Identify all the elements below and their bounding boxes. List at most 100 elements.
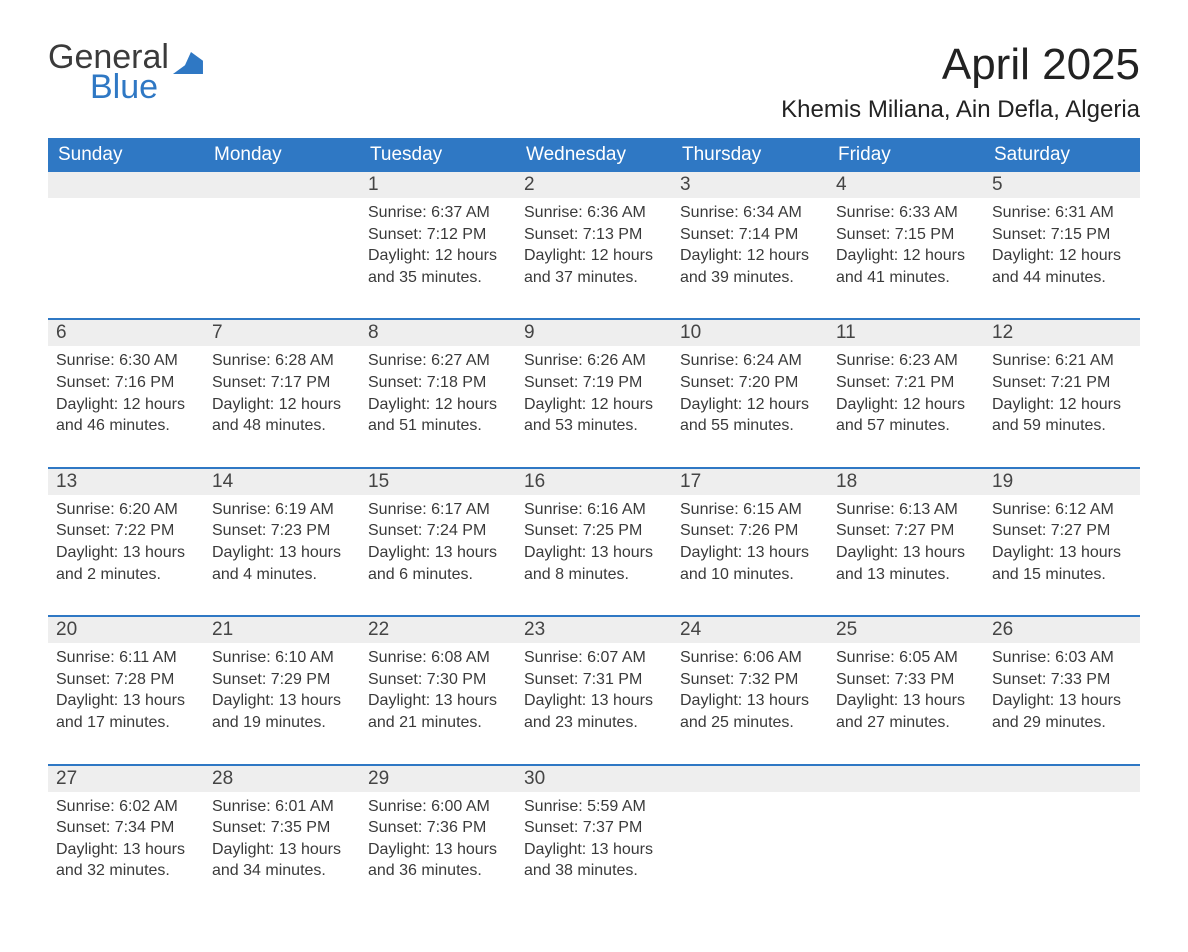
day-content-cell: Sunrise: 6:19 AMSunset: 7:23 PMDaylight:… bbox=[204, 495, 360, 616]
sunset-text: Sunset: 7:29 PM bbox=[212, 669, 352, 691]
daylight-text: Daylight: 12 hours and 37 minutes. bbox=[524, 245, 664, 288]
sunset-text: Sunset: 7:31 PM bbox=[524, 669, 664, 691]
daylight-text: Daylight: 12 hours and 51 minutes. bbox=[368, 394, 508, 437]
day-content-cell bbox=[984, 792, 1140, 912]
sunset-text: Sunset: 7:15 PM bbox=[836, 224, 976, 246]
day-content-cell: Sunrise: 6:26 AMSunset: 7:19 PMDaylight:… bbox=[516, 346, 672, 467]
day-content-cell: Sunrise: 6:13 AMSunset: 7:27 PMDaylight:… bbox=[828, 495, 984, 616]
day-content-cell bbox=[828, 792, 984, 912]
day-content-cell: Sunrise: 5:59 AMSunset: 7:37 PMDaylight:… bbox=[516, 792, 672, 912]
sunset-text: Sunset: 7:14 PM bbox=[680, 224, 820, 246]
daylight-text: Daylight: 13 hours and 10 minutes. bbox=[680, 542, 820, 585]
daylight-text: Daylight: 13 hours and 34 minutes. bbox=[212, 839, 352, 882]
day-content-cell: Sunrise: 6:17 AMSunset: 7:24 PMDaylight:… bbox=[360, 495, 516, 616]
day-number-cell: 21 bbox=[204, 616, 360, 643]
page-header: General Blue April 2025 Khemis Miliana, … bbox=[48, 40, 1140, 124]
day-number-cell: 18 bbox=[828, 468, 984, 495]
day-content-cell: Sunrise: 6:02 AMSunset: 7:34 PMDaylight:… bbox=[48, 792, 204, 912]
sunrise-text: Sunrise: 6:00 AM bbox=[368, 796, 508, 818]
day-number-cell: 3 bbox=[672, 172, 828, 198]
day-number-cell: 28 bbox=[204, 765, 360, 792]
sunset-text: Sunset: 7:12 PM bbox=[368, 224, 508, 246]
sunrise-text: Sunrise: 6:23 AM bbox=[836, 350, 976, 372]
daylight-text: Daylight: 13 hours and 2 minutes. bbox=[56, 542, 196, 585]
daylight-text: Daylight: 13 hours and 23 minutes. bbox=[524, 690, 664, 733]
sunrise-text: Sunrise: 6:15 AM bbox=[680, 499, 820, 521]
day-number-cell: 8 bbox=[360, 319, 516, 346]
day-content-cell: Sunrise: 6:33 AMSunset: 7:15 PMDaylight:… bbox=[828, 198, 984, 319]
calendar-body: 12345Sunrise: 6:37 AMSunset: 7:12 PMDayl… bbox=[48, 172, 1140, 912]
weekday-header: Tuesday bbox=[360, 138, 516, 172]
day-number-cell: 17 bbox=[672, 468, 828, 495]
day-number-cell: 26 bbox=[984, 616, 1140, 643]
sunset-text: Sunset: 7:13 PM bbox=[524, 224, 664, 246]
day-content-cell: Sunrise: 6:08 AMSunset: 7:30 PMDaylight:… bbox=[360, 643, 516, 764]
day-content-cell: Sunrise: 6:10 AMSunset: 7:29 PMDaylight:… bbox=[204, 643, 360, 764]
daynum-row: 20212223242526 bbox=[48, 616, 1140, 643]
sunrise-text: Sunrise: 6:37 AM bbox=[368, 202, 508, 224]
sunset-text: Sunset: 7:20 PM bbox=[680, 372, 820, 394]
sunrise-text: Sunrise: 6:05 AM bbox=[836, 647, 976, 669]
day-content-cell: Sunrise: 6:12 AMSunset: 7:27 PMDaylight:… bbox=[984, 495, 1140, 616]
day-content-cell bbox=[48, 198, 204, 319]
weekday-header-row: Sunday Monday Tuesday Wednesday Thursday… bbox=[48, 138, 1140, 172]
daylight-text: Daylight: 12 hours and 39 minutes. bbox=[680, 245, 820, 288]
day-number-cell: 12 bbox=[984, 319, 1140, 346]
sunrise-text: Sunrise: 6:07 AM bbox=[524, 647, 664, 669]
sunrise-text: Sunrise: 6:33 AM bbox=[836, 202, 976, 224]
sunrise-text: Sunrise: 6:13 AM bbox=[836, 499, 976, 521]
weekday-header: Thursday bbox=[672, 138, 828, 172]
daylight-text: Daylight: 13 hours and 13 minutes. bbox=[836, 542, 976, 585]
day-content-cell: Sunrise: 6:31 AMSunset: 7:15 PMDaylight:… bbox=[984, 198, 1140, 319]
logo-text-2: Blue bbox=[90, 70, 203, 104]
day-number-cell: 22 bbox=[360, 616, 516, 643]
sunset-text: Sunset: 7:16 PM bbox=[56, 372, 196, 394]
day-content-cell: Sunrise: 6:11 AMSunset: 7:28 PMDaylight:… bbox=[48, 643, 204, 764]
day-number-cell: 4 bbox=[828, 172, 984, 198]
day-number-cell bbox=[672, 765, 828, 792]
daynum-row: 6789101112 bbox=[48, 319, 1140, 346]
sunrise-text: Sunrise: 6:06 AM bbox=[680, 647, 820, 669]
day-number-cell bbox=[204, 172, 360, 198]
day-number-cell: 24 bbox=[672, 616, 828, 643]
day-content-row: Sunrise: 6:20 AMSunset: 7:22 PMDaylight:… bbox=[48, 495, 1140, 616]
day-content-cell: Sunrise: 6:06 AMSunset: 7:32 PMDaylight:… bbox=[672, 643, 828, 764]
weekday-header: Saturday bbox=[984, 138, 1140, 172]
sunrise-text: Sunrise: 6:16 AM bbox=[524, 499, 664, 521]
daylight-text: Daylight: 13 hours and 36 minutes. bbox=[368, 839, 508, 882]
day-content-cell bbox=[204, 198, 360, 319]
daylight-text: Daylight: 12 hours and 35 minutes. bbox=[368, 245, 508, 288]
day-content-cell: Sunrise: 6:28 AMSunset: 7:17 PMDaylight:… bbox=[204, 346, 360, 467]
day-number-cell: 9 bbox=[516, 319, 672, 346]
daylight-text: Daylight: 12 hours and 44 minutes. bbox=[992, 245, 1132, 288]
day-number-cell bbox=[48, 172, 204, 198]
weekday-header: Friday bbox=[828, 138, 984, 172]
sunrise-text: Sunrise: 5:59 AM bbox=[524, 796, 664, 818]
sunset-text: Sunset: 7:18 PM bbox=[368, 372, 508, 394]
sunrise-text: Sunrise: 6:01 AM bbox=[212, 796, 352, 818]
day-content-cell bbox=[672, 792, 828, 912]
daylight-text: Daylight: 13 hours and 17 minutes. bbox=[56, 690, 196, 733]
logo: General Blue bbox=[48, 40, 203, 104]
sunset-text: Sunset: 7:22 PM bbox=[56, 520, 196, 542]
sunset-text: Sunset: 7:28 PM bbox=[56, 669, 196, 691]
daylight-text: Daylight: 12 hours and 41 minutes. bbox=[836, 245, 976, 288]
daylight-text: Daylight: 12 hours and 48 minutes. bbox=[212, 394, 352, 437]
sunset-text: Sunset: 7:15 PM bbox=[992, 224, 1132, 246]
sunrise-text: Sunrise: 6:08 AM bbox=[368, 647, 508, 669]
weekday-header: Sunday bbox=[48, 138, 204, 172]
daylight-text: Daylight: 13 hours and 27 minutes. bbox=[836, 690, 976, 733]
daylight-text: Daylight: 13 hours and 29 minutes. bbox=[992, 690, 1132, 733]
sunrise-text: Sunrise: 6:11 AM bbox=[56, 647, 196, 669]
day-number-cell: 1 bbox=[360, 172, 516, 198]
day-content-cell: Sunrise: 6:36 AMSunset: 7:13 PMDaylight:… bbox=[516, 198, 672, 319]
daynum-row: 12345 bbox=[48, 172, 1140, 198]
sunrise-text: Sunrise: 6:31 AM bbox=[992, 202, 1132, 224]
sunset-text: Sunset: 7:32 PM bbox=[680, 669, 820, 691]
day-number-cell: 10 bbox=[672, 319, 828, 346]
calendar-table: Sunday Monday Tuesday Wednesday Thursday… bbox=[48, 138, 1140, 912]
sunset-text: Sunset: 7:24 PM bbox=[368, 520, 508, 542]
daylight-text: Daylight: 13 hours and 15 minutes. bbox=[992, 542, 1132, 585]
daynum-row: 13141516171819 bbox=[48, 468, 1140, 495]
day-content-cell: Sunrise: 6:27 AMSunset: 7:18 PMDaylight:… bbox=[360, 346, 516, 467]
